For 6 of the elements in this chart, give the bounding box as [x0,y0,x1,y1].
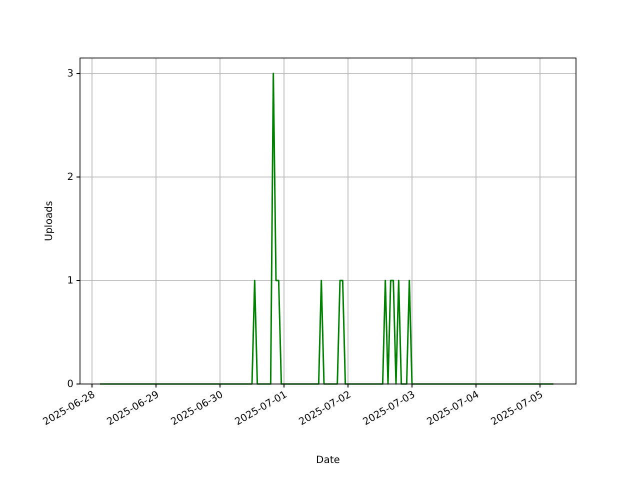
y-tick-label: 1 [67,276,74,287]
y-tick-label: 0 [67,379,74,390]
y-tick-label: 2 [67,172,74,184]
x-axis-title: Date [316,455,340,466]
y-axis-title: Uploads [44,200,55,242]
y-tick-label: 3 [67,68,74,80]
